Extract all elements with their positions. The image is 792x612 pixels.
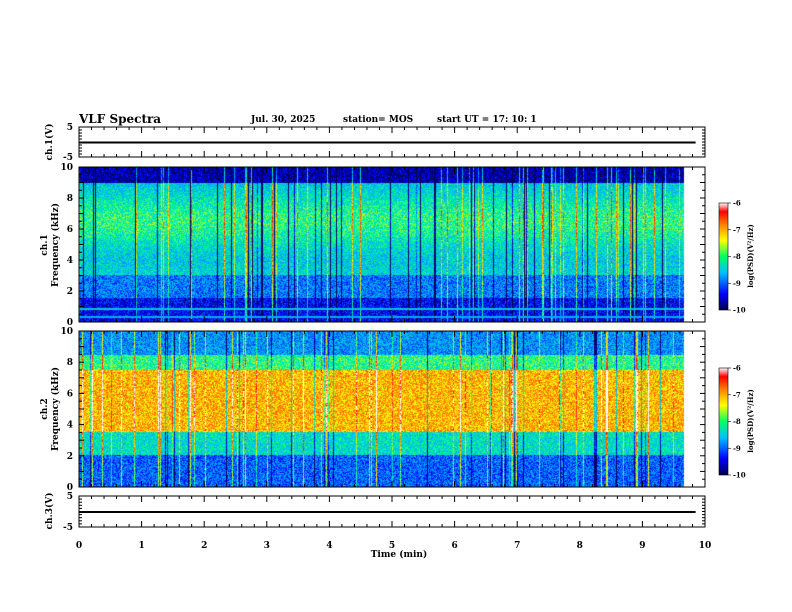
spectrogram-ch2: [79, 331, 693, 487]
colorbar-ch2-scale: [718, 367, 729, 476]
colorbar-ch2-label: log(PSD)(V²/Hz): [746, 389, 755, 453]
x-tick-label: 9: [639, 541, 645, 551]
colorbar-tick-label: -6: [733, 199, 741, 208]
colorbar-tick-label: -8: [733, 417, 741, 426]
y-tick-label: 4: [67, 421, 73, 431]
colorbar-tick-label: -7: [733, 225, 741, 234]
ylabel-ch1-spectrogram-line2: Frequency (kHz): [50, 203, 61, 287]
ylabel-ch3-voltage: ch.3(V): [44, 493, 55, 530]
spectrogram-ch1: [79, 167, 693, 322]
y-tick-label: 8: [67, 358, 73, 368]
y-tick-label: 5: [67, 492, 73, 502]
colorbar-tick-label: -9: [733, 444, 741, 453]
y-tick-label: 2: [67, 452, 73, 462]
start-time-label: start UT = 17: 10: 1: [437, 115, 537, 125]
xaxis-title: Time (min): [371, 549, 428, 560]
colorbar-tick-label: -10: [733, 306, 746, 315]
ylabel-ch2-spectrogram-line2: Frequency (kHz): [50, 367, 61, 451]
colorbar-ch1-label: log(PSD)(V²/Hz): [746, 224, 755, 288]
y-tick-label: 0: [67, 318, 73, 328]
chart-title: VLF Spectra: [79, 112, 162, 126]
y-tick-label: -5: [63, 523, 73, 533]
ylabel-ch1-voltage: ch.1(V): [44, 124, 55, 161]
x-tick-label: 3: [264, 541, 270, 551]
date-label: Jul. 30, 2025: [251, 115, 316, 125]
colorbar-ch1-scale: [718, 202, 729, 311]
x-tick-labels: 0 1 2 3 4 5 6 7 8 9 10: [76, 541, 711, 551]
colorbar-ch2: -6 -7 -8 -9 -10 log(PSD)(V²/Hz): [718, 364, 755, 480]
colorbar-tick-label: -8: [733, 252, 741, 261]
y-tick-label: 6: [67, 389, 73, 399]
y-tick-label: -5: [63, 153, 73, 163]
colorbar-tick-label: -6: [733, 364, 741, 373]
x-tick-label: 0: [76, 541, 82, 551]
y-tick-label: 10: [60, 327, 73, 337]
x-tick-label: 4: [326, 541, 332, 551]
x-tick-label: 7: [514, 541, 520, 551]
station-label: station= MOS: [343, 115, 414, 125]
colorbar-tick-label: -10: [733, 471, 746, 480]
colorbar-ch1: -6 -7 -8 -9 -10 log(PSD)(V²/Hz): [718, 199, 755, 315]
y-tick-label: 4: [67, 256, 73, 266]
axis-ticks: [78, 126, 706, 528]
x-tick-label: 2: [201, 541, 207, 551]
colorbar-tick-label: -7: [733, 390, 741, 399]
y-tick-label: 2: [67, 287, 73, 297]
x-tick-label: 6: [451, 541, 457, 551]
x-tick-label: 1: [138, 541, 144, 551]
x-tick-label: 5: [389, 541, 395, 551]
x-tick-label: 10: [699, 541, 712, 551]
y-tick-label: 8: [67, 194, 73, 204]
ylabel-ch1-spectrogram-line1: ch.1: [40, 234, 50, 255]
y-tick-label: 0: [67, 483, 73, 493]
ylabel-ch2-spectrogram-line1: ch.2: [40, 398, 50, 419]
colorbar-tick-label: -9: [733, 279, 741, 288]
y-tick-label: 10: [60, 163, 73, 173]
y-tick-label: 5: [67, 123, 73, 133]
x-tick-label: 8: [577, 541, 583, 551]
y-tick-label: 6: [67, 225, 73, 235]
